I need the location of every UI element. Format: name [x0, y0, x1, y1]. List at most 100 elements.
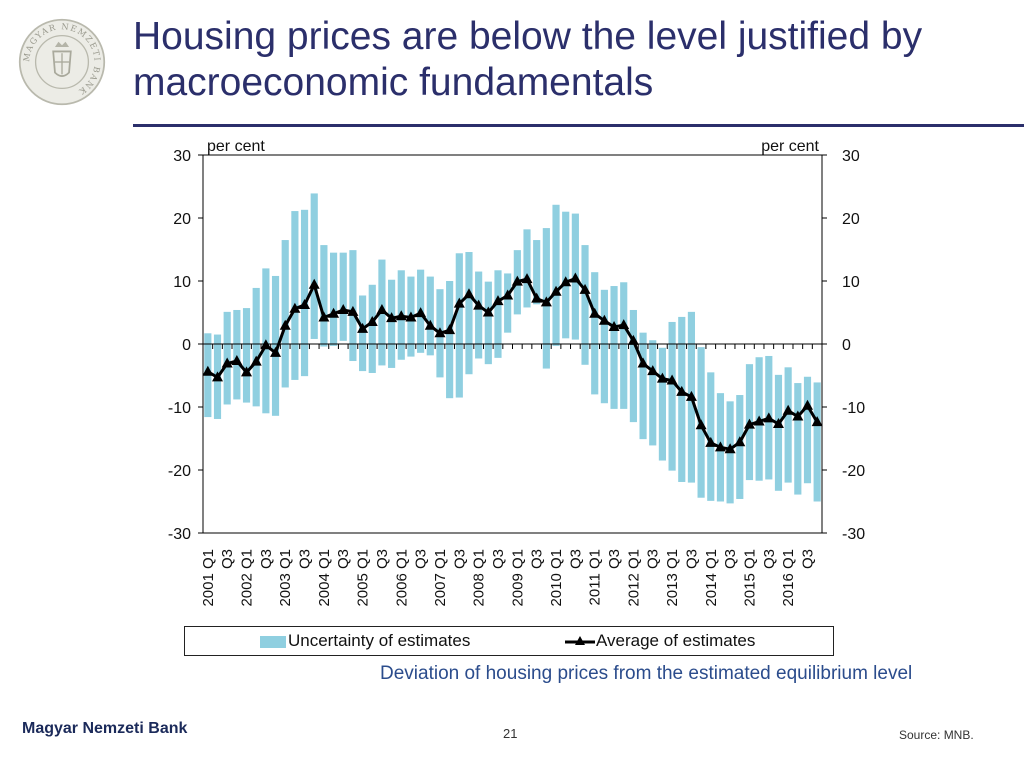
average-point-marker: [695, 419, 707, 430]
legend-label-line: Average of estimates: [596, 631, 756, 650]
x-tick-label: Q3: [219, 549, 236, 569]
average-point-marker: [347, 305, 359, 316]
x-tick-label: 2010 Q1: [548, 549, 565, 607]
uncertainty-bar: [707, 372, 715, 501]
average-point-marker: [453, 297, 465, 308]
uncertainty-bar: [504, 273, 512, 333]
average-point-marker: [550, 285, 562, 296]
y-axis-unit-left: per cent: [207, 138, 265, 155]
y-tick-label-left: 30: [173, 148, 191, 165]
average-point-marker: [502, 289, 514, 300]
average-point-marker: [560, 276, 572, 287]
page-title-line-2: macroeconomic fundamentals: [133, 61, 654, 104]
uncertainty-bar: [552, 204, 560, 346]
average-point-marker: [241, 366, 253, 377]
x-tick-label: 2015 Q1: [741, 549, 758, 607]
x-tick-label: 2003 Q1: [277, 549, 294, 607]
average-point-marker: [279, 319, 291, 330]
average-point-marker: [647, 365, 659, 376]
average-point-marker: [366, 315, 378, 326]
uncertainty-bar: [252, 287, 260, 407]
average-point-marker: [531, 292, 543, 303]
average-point-marker: [473, 299, 485, 310]
y-tick-label-left: -20: [168, 463, 191, 480]
average-point-marker: [637, 357, 649, 368]
y-tick-label-left: 10: [173, 274, 191, 291]
uncertainty-bar: [455, 253, 463, 398]
uncertainty-bar: [620, 282, 628, 409]
x-tick-label: 2002 Q1: [239, 549, 256, 607]
legend-swatch-band: [260, 636, 286, 648]
average-point-marker: [521, 273, 533, 284]
average-point-marker: [743, 418, 755, 429]
uncertainty-bar: [803, 376, 812, 484]
page-number: 21: [503, 726, 518, 741]
uncertainty-bar: [784, 367, 792, 483]
x-tick-label: Q3: [645, 549, 662, 569]
average-point-marker: [772, 418, 784, 429]
average-point-marker: [811, 416, 823, 427]
average-point-marker: [656, 372, 668, 383]
x-tick-label: Q3: [451, 549, 468, 569]
uncertainty-bar: [446, 281, 454, 399]
average-point-marker: [463, 288, 475, 299]
uncertainty-bar: [475, 271, 483, 359]
uncertainty-bar: [300, 209, 309, 377]
zero-axis: [202, 343, 823, 349]
uncertainty-bar: [610, 286, 618, 409]
legend-swatch-line: [565, 636, 595, 645]
uncertainty-bar: [233, 309, 241, 400]
average-point-marker: [202, 365, 214, 376]
footer-bank-name: Magyar Nemzeti Bank: [22, 720, 188, 737]
x-tick-label: Q3: [722, 549, 739, 569]
uncertainty-bar: [271, 275, 280, 416]
average-point-marker: [299, 298, 311, 309]
average-point-marker: [318, 311, 330, 322]
average-series-line: [207, 276, 819, 451]
x-tick-label: Q3: [761, 549, 778, 569]
average-point-marker: [328, 307, 340, 318]
average-point-marker: [482, 306, 494, 317]
uncertainty-bar: [774, 374, 783, 491]
average-point-marker: [376, 303, 388, 314]
legend-label-band: Uncertainty of estimates: [288, 631, 471, 650]
average-point-marker: [492, 295, 504, 306]
y-axis-unit-right: per cent: [761, 138, 819, 155]
average-point-marker: [618, 319, 630, 330]
uncertainty-bar: [678, 316, 686, 482]
uncertainty-bar: [426, 276, 434, 356]
average-point-marker: [308, 278, 320, 289]
y-tick-label-right: -20: [842, 463, 865, 480]
x-tick-label: Q3: [374, 549, 391, 569]
x-tick-label: 2008 Q1: [471, 549, 488, 607]
average-point-marker: [608, 320, 620, 331]
uncertainty-bar: [494, 270, 502, 358]
average-point-marker: [714, 441, 726, 452]
chart: 30 30 20 20 10 10 0 0 -10 -10 -20 -20 -30 -30 per cent…: [168, 138, 865, 607]
average-point-marker: [386, 312, 398, 323]
chart-subtitle: Deviation of housing prices from the est…: [380, 663, 913, 684]
x-tick-label: Q3: [258, 549, 275, 569]
chart-legend: Uncertainty of estimates Average of esti…: [184, 626, 834, 656]
average-point-marker: [289, 302, 301, 313]
x-tick-label: Q3: [529, 549, 546, 569]
average-point-marker: [424, 319, 436, 330]
page-title-line-1: Housing prices are below the level justi…: [133, 15, 923, 58]
uncertainty-bar: [359, 295, 367, 372]
uncertainty-bar: [320, 245, 328, 347]
average-point-marker: [627, 334, 639, 345]
uncertainty-bar: [368, 284, 376, 373]
average-point-marker: [579, 283, 591, 294]
page-title: Housing prices are below the level justi…: [133, 14, 1013, 106]
uncertainty-bar: [581, 245, 589, 365]
x-tick-label: Q3: [490, 549, 507, 569]
average-point-marker: [782, 404, 794, 415]
x-tick-label: 2005 Q1: [355, 549, 372, 607]
x-tick-label: Q3: [683, 549, 700, 569]
average-point-marker: [250, 355, 262, 366]
average-point-marker: [753, 415, 765, 426]
mnb-logo: MAGYAR NEMZETI BANK: [18, 18, 106, 106]
average-point-marker: [569, 272, 581, 283]
uncertainty-bar: [813, 382, 821, 502]
uncertainty-bar: [794, 383, 802, 495]
